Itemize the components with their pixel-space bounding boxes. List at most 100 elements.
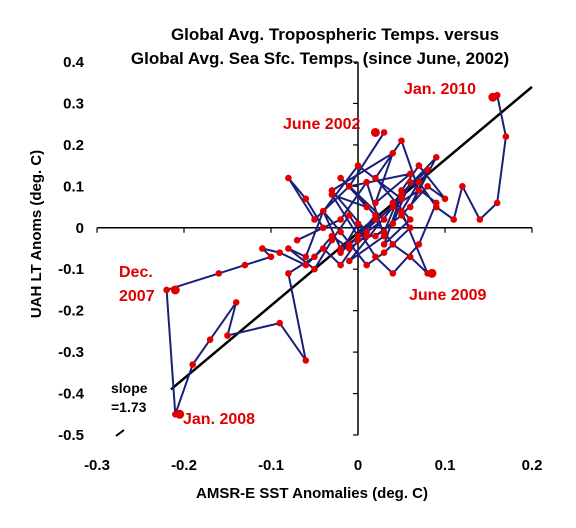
data-point: [502, 133, 510, 140]
data-point: [319, 207, 327, 215]
data-point: [302, 195, 310, 203]
x-tick-label: 0.2: [522, 457, 543, 474]
annotation-june-2009: June 2009: [409, 287, 486, 304]
highlight-point: [370, 127, 380, 137]
data-point: [493, 199, 501, 207]
data-point: [346, 212, 353, 219]
data-point: [389, 270, 397, 277]
data-point: [450, 216, 458, 223]
data-point: [380, 249, 388, 256]
data-point: [406, 178, 414, 186]
data-point: [424, 183, 431, 190]
annotation-june-2002: June 2002: [283, 116, 360, 133]
data-point: [285, 174, 292, 182]
y-tick-label: -0.5: [58, 427, 84, 444]
data-point: [337, 228, 344, 236]
data-point: [337, 261, 344, 269]
data-point: [424, 166, 431, 174]
y-tick-label: 0.3: [63, 95, 84, 112]
data-point: [433, 203, 440, 211]
x-tick-label: 0.1: [435, 457, 456, 474]
data-point: [241, 261, 249, 269]
data-point: [398, 207, 405, 215]
data-point: [415, 162, 423, 169]
data-point: [337, 249, 344, 256]
x-tick-label: -0.1: [258, 457, 284, 474]
data-point: [311, 216, 318, 223]
data-point: [232, 299, 240, 306]
data-point: [346, 257, 353, 265]
y-tick-label: -0.2: [58, 303, 84, 320]
data-point: [389, 220, 397, 227]
data-point: [293, 236, 301, 244]
highlight-point: [488, 92, 498, 102]
y-tick-label: -0.1: [58, 261, 84, 278]
data-point: [354, 220, 362, 227]
data-point: [406, 253, 414, 261]
data-point: [328, 232, 336, 240]
data-point: [415, 178, 423, 186]
annotation-2007: 2007: [119, 288, 155, 305]
y-tick-label: -0.3: [58, 344, 84, 361]
highlight-point: [427, 268, 437, 278]
data-point: [363, 261, 371, 269]
data-point: [285, 245, 292, 252]
series-line: [165, 94, 507, 416]
y-tick-label: 0.1: [63, 178, 84, 195]
data-point: [276, 249, 284, 256]
annotation-slope: slope: [111, 380, 148, 396]
data-point: [337, 216, 344, 223]
data-point: [398, 187, 405, 194]
data-point: [337, 174, 344, 182]
x-tick-label: -0.3: [84, 457, 110, 474]
data-point: [354, 162, 362, 169]
data-point: [415, 187, 423, 194]
data-point: [215, 270, 223, 277]
y-tick-label: 0.4: [63, 54, 85, 71]
annotation-slope-value: =1.73: [111, 399, 147, 415]
data-point: [206, 336, 214, 343]
data-point: [259, 245, 266, 252]
data-point: [285, 270, 292, 277]
data-point: [363, 232, 371, 240]
data-point: [319, 224, 327, 232]
trend-line-group: [115, 85, 533, 437]
data-point: [311, 253, 318, 261]
series-line-group: [165, 94, 507, 416]
data-point: [363, 178, 371, 186]
y-tick-label: -0.4: [58, 386, 85, 403]
data-point: [389, 149, 397, 157]
data-point: [406, 224, 414, 232]
slope-indicator: [115, 429, 125, 437]
data-point: [346, 183, 353, 190]
data-point: [363, 203, 371, 211]
data-point: [398, 137, 405, 145]
data-point: [380, 129, 388, 136]
tick-labels: -0.3 -0.2 -0.1 0 0.1 0.2 -0.5 -0.4 -0.3 -0.2 -0.1 0…: [58, 54, 542, 474]
data-point: [389, 241, 397, 248]
highlight-point: [175, 409, 185, 419]
x-tick-label: 0: [354, 457, 362, 474]
data-point: [380, 228, 388, 236]
data-point: [372, 216, 379, 223]
data-point: [441, 195, 449, 203]
data-point: [163, 286, 170, 294]
annotation-dec: Dec.: [119, 264, 153, 281]
data-point: [389, 199, 397, 207]
data-point: [189, 361, 196, 368]
data-point: [476, 216, 484, 223]
x-axis-title: AMSR-E SST Anomalies (deg. C): [196, 485, 428, 502]
data-point: [302, 261, 310, 269]
data-point: [372, 232, 379, 240]
y-axis-title: UAH LT Anoms (deg. C): [28, 150, 45, 318]
data-point: [354, 236, 362, 244]
annotation-jan-2008: Jan. 2008: [183, 411, 255, 428]
highlight-point: [170, 285, 180, 295]
trend-line: [170, 85, 533, 391]
annotation-jan-2010: Jan. 2010: [404, 81, 476, 98]
x-tick-label: -0.2: [171, 457, 197, 474]
y-tick-label: 0: [76, 220, 84, 237]
data-point: [433, 154, 440, 161]
data-point: [328, 187, 336, 194]
